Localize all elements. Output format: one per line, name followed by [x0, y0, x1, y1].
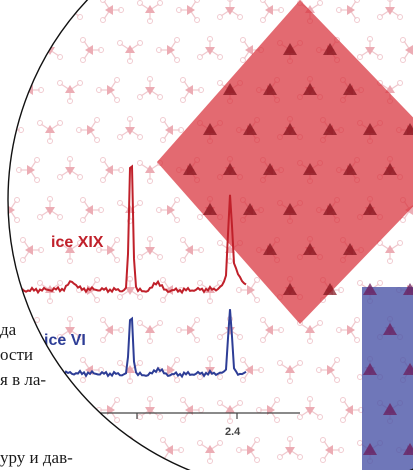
figure-circle-border — [7, 0, 413, 470]
series-label-ice-xix: ice XIX — [51, 234, 104, 251]
water-molecule-icon — [203, 203, 217, 215]
water-molecule-icon — [15, 0, 41, 24]
water-molecule-icon — [223, 83, 237, 95]
water-molecule-icon — [243, 203, 257, 215]
red-region-molecules — [183, 43, 413, 295]
article-text-line: да — [0, 320, 17, 339]
water-molecule-icon — [363, 283, 377, 295]
water-molecule-icon — [203, 123, 217, 135]
water-molecule-icon — [283, 123, 297, 135]
water-molecule-icon — [363, 443, 377, 455]
water-molecule-icon — [323, 123, 337, 135]
water-molecule-icon — [363, 363, 377, 375]
water-molecule-icon — [383, 403, 397, 415]
water-molecule-icon — [243, 123, 257, 135]
blue-region-molecules — [363, 283, 413, 455]
water-molecule-icon — [283, 283, 297, 295]
water-molecule-icon — [323, 43, 337, 55]
water-molecule-icon — [383, 163, 397, 175]
water-molecule-icon — [383, 323, 397, 335]
water-molecule-icon — [403, 123, 413, 135]
water-molecule-icon — [323, 203, 337, 215]
spectrum-trace-ice-xix — [8, 164, 247, 295]
water-molecule-icon — [15, 316, 41, 344]
water-molecule-icon — [343, 83, 357, 95]
water-molecule-icon — [183, 163, 197, 175]
water-molecule-icon — [303, 243, 317, 255]
article-text-line: уру и дав- — [0, 448, 73, 467]
red-phase-diamond — [157, 0, 413, 324]
water-molecule-icon — [56, 399, 84, 425]
water-molecule-icon — [343, 163, 357, 175]
water-molecule-icon — [343, 243, 357, 255]
water-molecule-icon — [363, 203, 377, 215]
water-molecule-icon — [303, 83, 317, 95]
article-text-line: я в ла- — [0, 370, 47, 389]
water-molecule-icon — [403, 443, 413, 455]
water-molecule-icon — [8, 36, 21, 64]
water-molecule-icon — [363, 123, 377, 135]
water-molecule-icon — [303, 163, 317, 175]
water-molecule-icon — [263, 163, 277, 175]
water-molecule-icon — [75, 436, 101, 464]
water-molecule-icon — [223, 163, 237, 175]
water-molecule-icon — [283, 203, 297, 215]
water-molecule-icon — [0, 237, 3, 260]
water-molecule-icon — [403, 363, 413, 375]
water-molecule-icon — [0, 1, 3, 24]
water-molecule-icon — [263, 243, 277, 255]
series-label-ice-vi: ice VI — [44, 332, 86, 349]
water-molecule-icon — [0, 397, 3, 420]
water-molecule-icon — [0, 77, 3, 100]
water-molecule-icon — [0, 161, 3, 184]
water-molecule-icon — [19, 396, 45, 424]
water-molecule-icon — [403, 283, 413, 295]
water-molecule-icon — [263, 83, 277, 95]
article-text-line: ости — [0, 345, 33, 364]
x-tick-label: 2.4 — [225, 426, 241, 438]
blue-phase-square — [362, 287, 413, 470]
water-molecule-icon — [283, 43, 297, 55]
water-molecule-icon — [323, 283, 337, 295]
